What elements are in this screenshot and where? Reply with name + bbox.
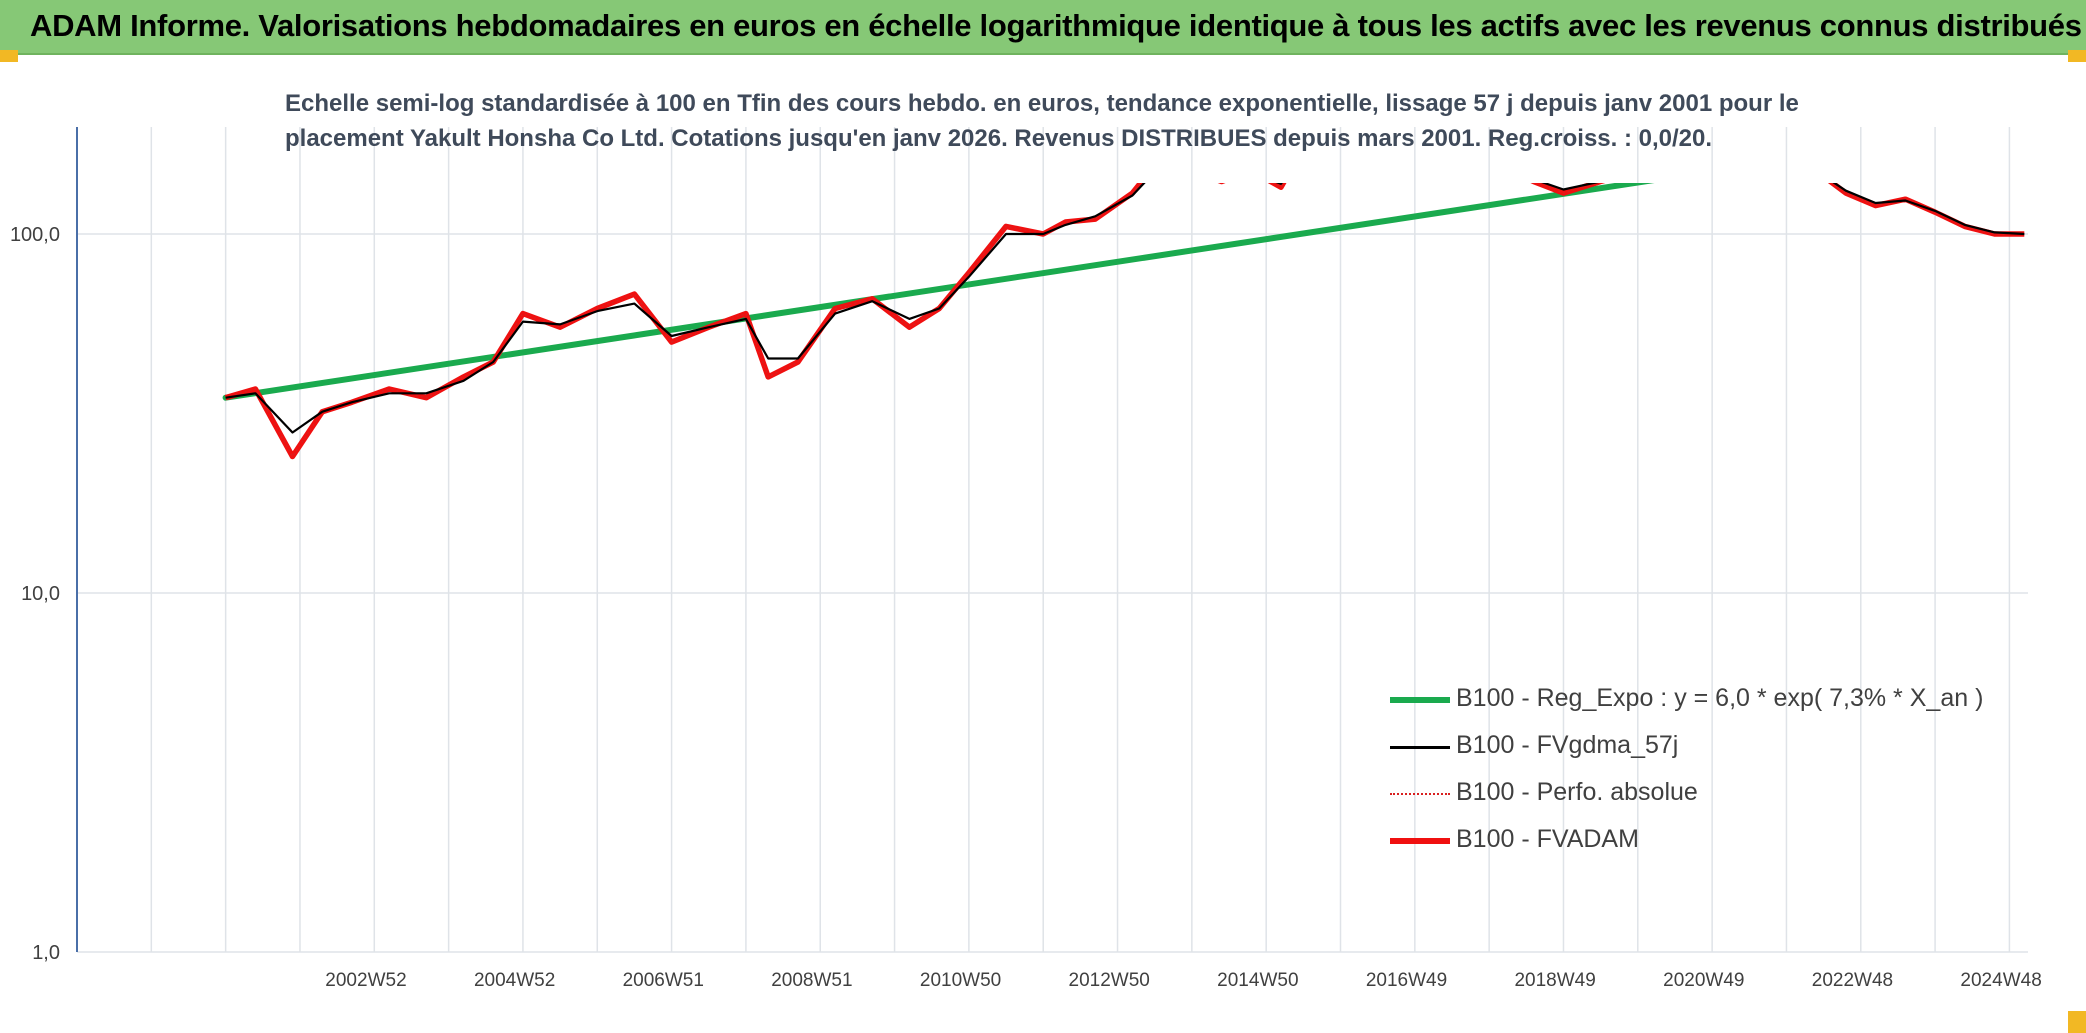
y-tick-label: 1,0 [32, 942, 60, 964]
page-title: ADAM Informe. Valorisations hebdomadaire… [30, 8, 2082, 43]
x-tick-label: 2024W48 [1960, 970, 2041, 991]
x-tick-label: 2008W51 [771, 970, 852, 991]
series-group [222, 183, 2025, 460]
legend-label-reg-expo: B100 - Reg_Expo : y = 6,0 * exp( 7,3% * … [1456, 684, 1984, 712]
chart-subtitle-line-1: Echelle semi-log standardisée à 100 en T… [285, 90, 1799, 117]
legend-label-fvgdma: B100 - FVgdma_57j [1456, 731, 1679, 759]
series-layer [222, 183, 2025, 460]
y-tick-label: 10,0 [21, 583, 60, 605]
x-tick-label: 2006W51 [623, 970, 704, 991]
chart-subtitle: Echelle semi-log standardisée à 100 en T… [285, 86, 1799, 156]
legend-swatch-fvadam [1390, 838, 1450, 844]
x-tick-label: 2002W52 [325, 970, 406, 991]
series-perfo-absolue-line [225, 183, 2025, 458]
series-fvadam-line [224, 183, 2025, 460]
x-tick-label: 2020W49 [1663, 970, 1744, 991]
vertical-gridlines [76, 127, 2011, 952]
x-tick-label: 2004W52 [474, 970, 555, 991]
y-tick-labels: 100,0 10,0 1,0 [10, 224, 60, 964]
x-tick-label: 2016W49 [1366, 970, 1447, 991]
x-tick-label: 2012W50 [1069, 970, 1150, 991]
legend-label-fvadam: B100 - FVADAM [1456, 825, 1639, 853]
legend-label-perfo-absolue: B100 - Perfo. absolue [1456, 778, 1698, 806]
legend-swatch-reg-expo [1390, 697, 1450, 703]
chart-subtitle-line-2: placement Yakult Honsha Co Ltd. Cotation… [285, 125, 1713, 152]
x-tick-label: 2010W50 [920, 970, 1001, 991]
series-reg-expo-line [222, 183, 1655, 401]
x-tick-label: 2014W50 [1217, 970, 1298, 991]
x-tick-label: 2022W48 [1812, 970, 1893, 991]
chart-plot: 100,0 10,0 1,0 2002W52 2004W52 2006W51 2008W5… [10, 127, 2042, 991]
corner-mark-top-right [2068, 50, 2086, 62]
corner-mark-bottom-right [2068, 1011, 2086, 1033]
header-banner: ADAM Informe. Valorisations hebdomadaire… [0, 0, 2086, 55]
series-fvgdma-line [225, 183, 2025, 434]
horizontal-gridlines [77, 233, 2028, 953]
y-tick-label: 100,0 [10, 224, 60, 246]
x-tick-labels: 2002W52 2004W52 2006W51 2008W51 2010W50 2012W… [325, 970, 2041, 991]
legend-swatch-fvgdma [1390, 746, 1450, 749]
corner-mark-top-left [0, 50, 18, 62]
legend-swatch-perfo-absolue [1390, 793, 1450, 795]
x-tick-label: 2018W49 [1514, 970, 1595, 991]
